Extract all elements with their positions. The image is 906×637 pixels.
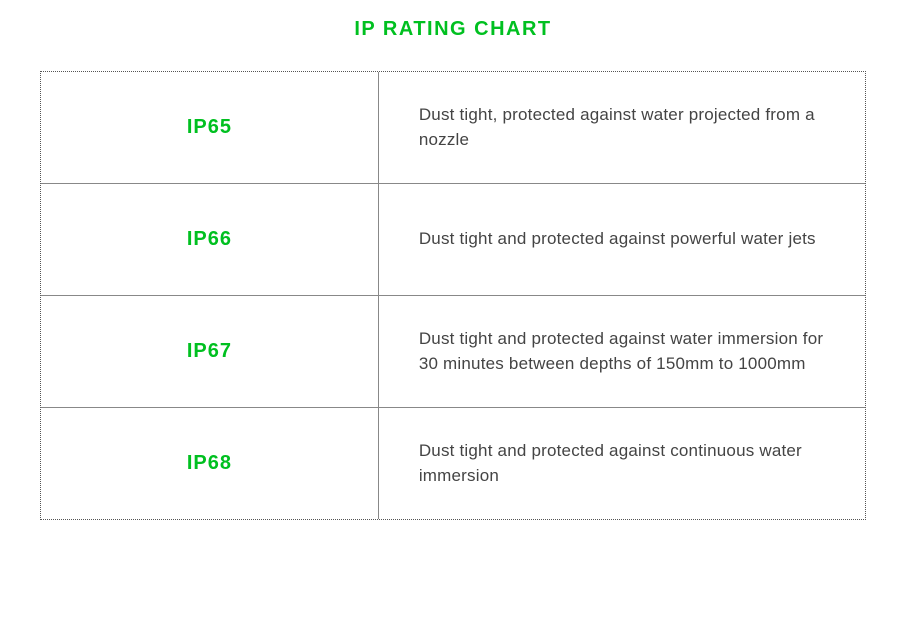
description-text: Dust tight and protected against water i… [419,327,825,376]
rating-label: IP68 [187,452,232,475]
table-row: IP67 Dust tight and protected against wa… [41,295,865,407]
chart-title: IP RATING CHART [0,18,906,41]
description-text: Dust tight, protected against water proj… [419,103,825,152]
description-cell: Dust tight and protected against continu… [379,408,865,519]
ip-rating-table: IP65 Dust tight, protected against water… [40,71,866,520]
description-cell: Dust tight and protected against powerfu… [379,184,865,295]
table-row: IP68 Dust tight and protected against co… [41,407,865,519]
rating-label: IP67 [187,340,232,363]
rating-cell: IP67 [41,296,379,407]
rating-label: IP66 [187,228,232,251]
description-text: Dust tight and protected against powerfu… [419,227,816,252]
rating-cell: IP68 [41,408,379,519]
table-row: IP66 Dust tight and protected against po… [41,183,865,295]
description-text: Dust tight and protected against continu… [419,439,825,488]
description-cell: Dust tight, protected against water proj… [379,72,865,183]
rating-label: IP65 [187,116,232,139]
table-row: IP65 Dust tight, protected against water… [41,72,865,183]
rating-cell: IP65 [41,72,379,183]
description-cell: Dust tight and protected against water i… [379,296,865,407]
rating-cell: IP66 [41,184,379,295]
